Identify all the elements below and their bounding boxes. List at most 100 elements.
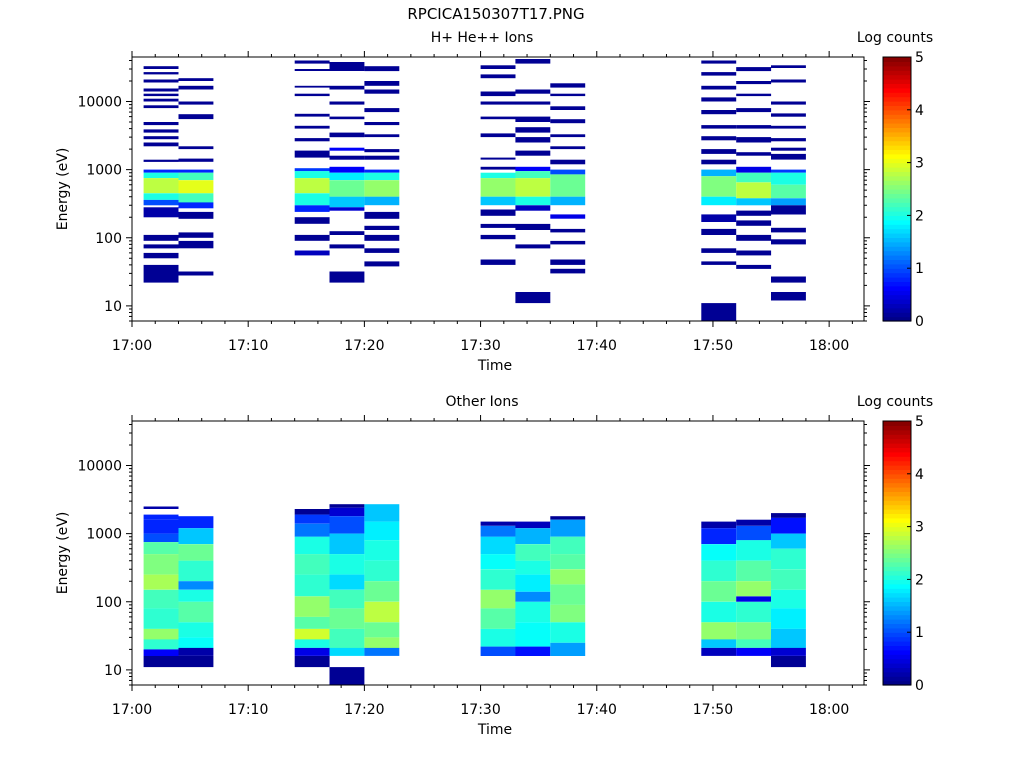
colorbar-segment <box>883 167 911 172</box>
colorbar: 0 1 2 3 4 5 Log counts <box>857 394 933 694</box>
x-tick-label: 17:30 <box>460 338 500 354</box>
time-bin-5 <box>364 66 400 267</box>
heatmap-cell <box>294 93 330 97</box>
heatmap-cell <box>736 108 772 113</box>
heatmap-cell <box>480 521 516 526</box>
heatmap-cell <box>178 528 214 545</box>
heatmap-cell <box>329 504 365 508</box>
colorbar-segment <box>883 610 911 616</box>
heatmap-cell <box>736 519 772 526</box>
heatmap-cell <box>294 171 330 179</box>
colorbar-segment <box>883 127 911 133</box>
heatmap-cell <box>771 239 806 245</box>
heatmap-cell <box>143 66 179 69</box>
heatmap-cell <box>701 228 737 235</box>
colorbar-segment <box>883 447 911 453</box>
heatmap-cell <box>143 554 179 575</box>
heatmap-cell <box>736 182 772 199</box>
heatmap-cell <box>329 554 365 575</box>
heatmap-cell <box>294 554 330 575</box>
heatmap-cell <box>550 174 586 197</box>
heatmap-cell <box>143 93 179 97</box>
panel-title: H+ He++ Ions <box>431 30 534 46</box>
heatmap-cell <box>701 647 737 656</box>
heatmap-cell <box>736 647 772 656</box>
heatmap-cell <box>550 83 586 88</box>
heatmap-cell <box>294 639 330 648</box>
colorbar-segment <box>883 641 911 646</box>
heatmap-cell <box>701 136 737 141</box>
heatmap-cell <box>364 180 400 197</box>
heatmap-cell <box>143 608 179 629</box>
heatmap-cell <box>736 152 772 156</box>
time-bin-4 <box>329 62 365 283</box>
heatmap-cell <box>480 91 516 97</box>
x-tick-label: 17:50 <box>693 702 733 718</box>
heatmap-cell <box>294 150 330 158</box>
heatmap-cell <box>329 271 365 283</box>
heatmap-cell <box>294 205 330 212</box>
heatmap-cell <box>771 184 806 199</box>
heatmap-cell <box>771 647 806 656</box>
heatmap-cell <box>480 223 516 228</box>
x-axis-label: Time <box>477 722 512 738</box>
heatmap-cell <box>143 79 179 83</box>
heatmap-cell <box>701 214 737 222</box>
heatmap-cell <box>294 628 330 640</box>
heatmap-cell <box>480 196 516 206</box>
heatmap-cell <box>143 142 179 147</box>
colorbar-segment <box>883 667 911 673</box>
colorbar-segment <box>883 509 911 514</box>
heatmap-cell <box>294 574 330 597</box>
heatmap-cell <box>143 122 179 126</box>
heatmap-cell <box>515 89 551 94</box>
x-tick-label: 17:10 <box>228 338 268 354</box>
heatmap-cell <box>550 159 586 165</box>
heatmap-cell <box>329 244 365 249</box>
heatmap-cell <box>515 166 551 172</box>
heatmap-cell <box>364 248 400 253</box>
heatmap-cell <box>329 667 365 685</box>
heatmap-cell <box>329 628 365 648</box>
heatmap-cell <box>480 536 516 555</box>
heatmap-cell <box>364 169 400 173</box>
heatmap-cell <box>701 159 737 165</box>
colorbar-segment <box>883 526 911 532</box>
colorbar-segment <box>883 233 911 238</box>
heatmap-cell <box>329 207 365 211</box>
colorbar-segment <box>883 575 911 580</box>
heatmap-cell <box>736 622 772 640</box>
colorbar-segment <box>883 421 911 426</box>
heatmap-cell <box>143 574 179 590</box>
heatmap-cell <box>364 521 400 541</box>
colorbar-segment <box>883 180 911 186</box>
colorbar-segment <box>883 294 911 300</box>
heatmap-cell <box>701 169 737 177</box>
colorbar-segment <box>883 145 911 150</box>
heatmap-cell <box>515 178 551 197</box>
heatmap-cell <box>736 93 772 97</box>
heatmap-cell <box>329 516 365 534</box>
heatmap-cell <box>771 513 806 518</box>
heatmap-cell <box>480 569 516 590</box>
colorbar-segment <box>883 579 911 585</box>
heatmap-cell <box>364 108 400 113</box>
heatmap-cell <box>178 180 214 194</box>
colorbar-segment <box>883 654 911 660</box>
colorbar-segment <box>883 434 911 440</box>
heatmap-cell <box>143 199 179 206</box>
heatmap-cell <box>364 234 400 241</box>
plot-frame <box>131 420 865 686</box>
colorbar-segment <box>883 561 911 567</box>
heatmap-cell <box>364 647 400 656</box>
heatmap-cell <box>329 101 365 105</box>
heatmap-cell <box>364 155 400 160</box>
colorbar-segment <box>883 259 911 265</box>
heatmap-cell <box>143 178 179 194</box>
heatmap-cell <box>701 601 737 623</box>
colorbar-segment <box>883 162 911 168</box>
heatmap-cell <box>294 596 330 617</box>
heatmap-cell <box>550 146 586 150</box>
colorbar-segment <box>883 65 911 71</box>
heatmap-cell <box>771 276 806 283</box>
